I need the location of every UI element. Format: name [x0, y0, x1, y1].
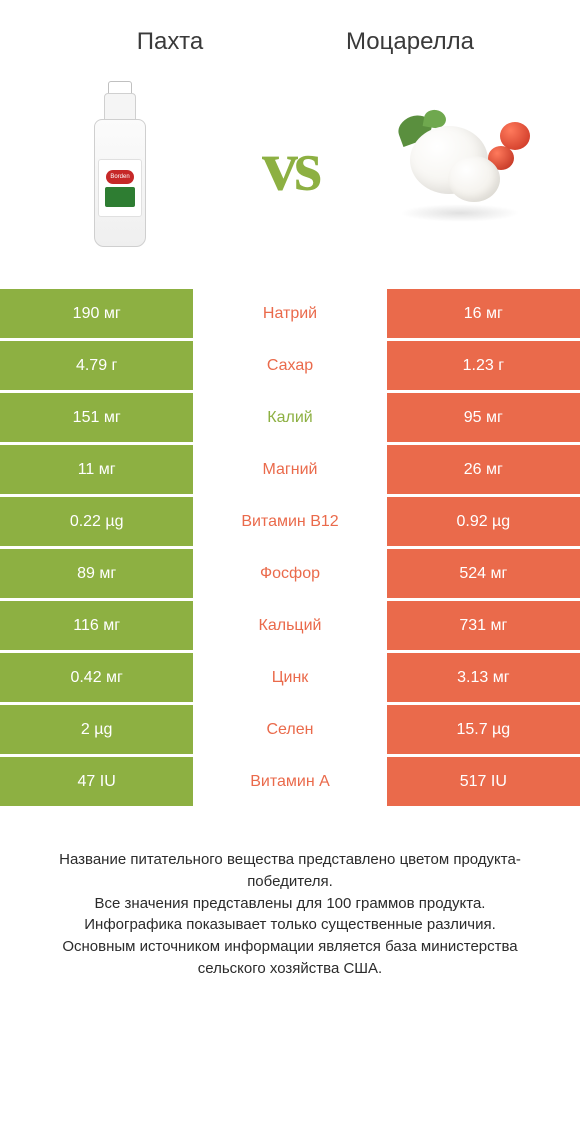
left-value: 0.22 µg — [0, 496, 193, 548]
table-row: 0.42 мгЦинк3.13 мг — [0, 652, 580, 704]
table-row: 11 мгМагний26 мг — [0, 444, 580, 496]
product-row: Borden vs — [0, 66, 580, 286]
table-row: 4.79 гСахар1.23 г — [0, 340, 580, 392]
left-value: 151 мг — [0, 392, 193, 444]
nutrient-name: Витамин A — [193, 756, 386, 808]
table-row: 47 IUВитамин A517 IU — [0, 756, 580, 808]
header: Пахта Моцарелла — [0, 0, 580, 66]
vs-label: vs — [262, 125, 318, 208]
nutrient-name: Магний — [193, 444, 386, 496]
nutrient-name: Селен — [193, 704, 386, 756]
right-value: 95 мг — [387, 392, 580, 444]
left-title: Пахта — [50, 28, 290, 56]
nutrient-name: Калий — [193, 392, 386, 444]
left-value: 47 IU — [0, 756, 193, 808]
nutrient-name: Кальций — [193, 600, 386, 652]
table-row: 190 мгНатрий16 мг — [0, 288, 580, 340]
right-value: 524 мг — [387, 548, 580, 600]
right-value: 517 IU — [387, 756, 580, 808]
mozzarella-icon — [380, 96, 540, 236]
footer-notes: Название питательного вещества представл… — [0, 809, 580, 980]
left-value: 89 мг — [0, 548, 193, 600]
left-value: 4.79 г — [0, 340, 193, 392]
footer-line: Все значения представлены для 100 граммо… — [28, 893, 552, 915]
right-value: 26 мг — [387, 444, 580, 496]
left-value: 116 мг — [0, 600, 193, 652]
right-value: 0.92 µg — [387, 496, 580, 548]
left-value: 190 мг — [0, 288, 193, 340]
nutrient-name: Цинк — [193, 652, 386, 704]
table-row: 89 мгФосфор524 мг — [0, 548, 580, 600]
right-title: Моцарелла — [290, 28, 530, 56]
table-row: 116 мгКальций731 мг — [0, 600, 580, 652]
left-value: 11 мг — [0, 444, 193, 496]
footer-line: Основным источником информации является … — [28, 936, 552, 980]
table-row: 0.22 µgВитамин B120.92 µg — [0, 496, 580, 548]
left-value: 2 µg — [0, 704, 193, 756]
right-value: 731 мг — [387, 600, 580, 652]
left-value: 0.42 мг — [0, 652, 193, 704]
nutrient-table: 190 мгНатрий16 мг4.79 гСахар1.23 г151 мг… — [0, 286, 580, 809]
table-row: 151 мгКалий95 мг — [0, 392, 580, 444]
left-product-image: Borden — [40, 76, 200, 256]
footer-line: Название питательного вещества представл… — [28, 849, 552, 893]
nutrient-name: Витамин B12 — [193, 496, 386, 548]
right-value: 15.7 µg — [387, 704, 580, 756]
buttermilk-bottle-icon: Borden — [88, 81, 152, 251]
right-value: 1.23 г — [387, 340, 580, 392]
table-row: 2 µgСелен15.7 µg — [0, 704, 580, 756]
nutrient-name: Натрий — [193, 288, 386, 340]
nutrient-name: Сахар — [193, 340, 386, 392]
nutrient-name: Фосфор — [193, 548, 386, 600]
right-value: 16 мг — [387, 288, 580, 340]
footer-line: Инфографика показывает только существенн… — [28, 914, 552, 936]
right-value: 3.13 мг — [387, 652, 580, 704]
right-product-image — [380, 76, 540, 256]
